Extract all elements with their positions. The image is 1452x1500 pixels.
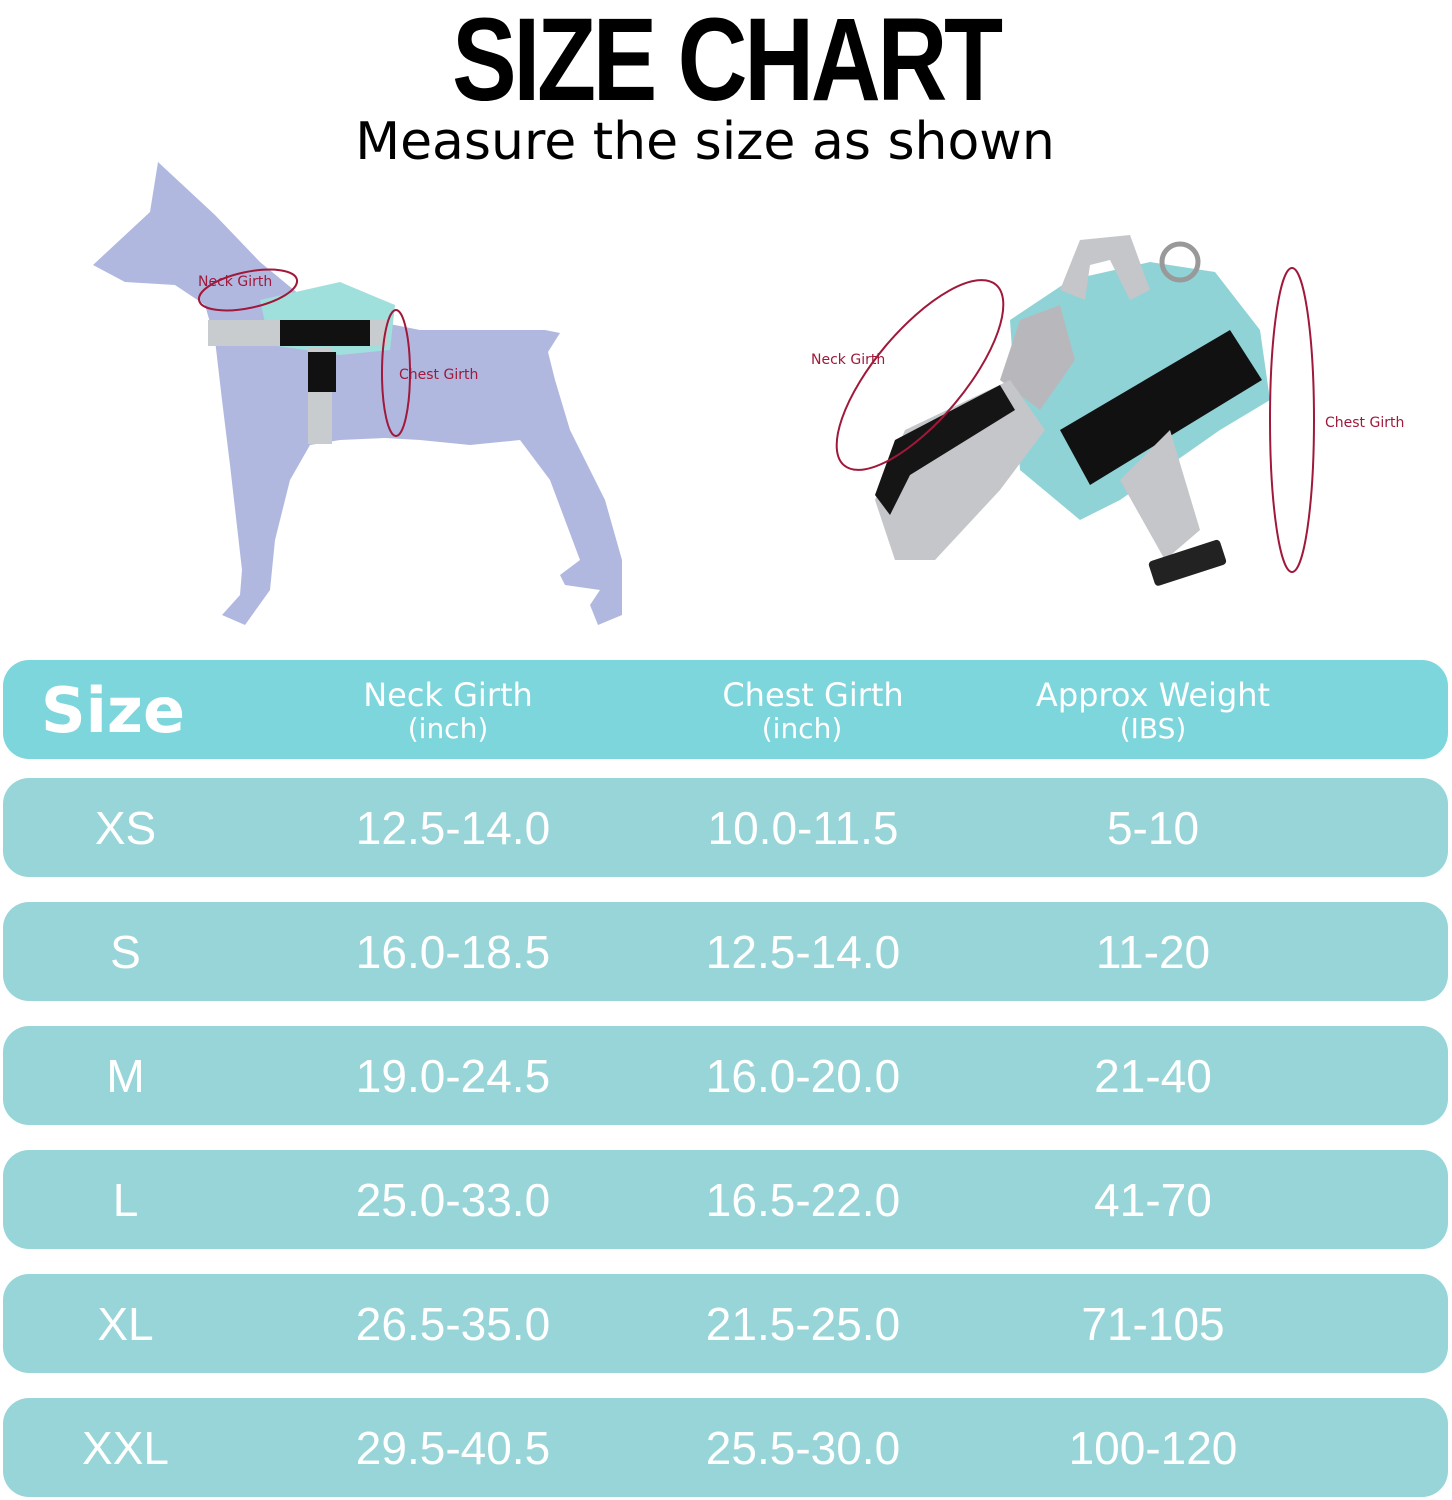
- harness-mesh: [1000, 305, 1075, 410]
- dog-measurement-diagram: Neck Girth Chest Girth: [93, 162, 622, 625]
- header-label: Approx Weight: [1035, 676, 1271, 714]
- cell-chest-girth: 21.5-25.0: [705, 1297, 901, 1350]
- cell-weight: 11-20: [1095, 925, 1211, 978]
- harness-neck-velcro: [875, 385, 1015, 515]
- cell-weight: 5-10: [1106, 801, 1200, 854]
- harness-belly-strap: [1120, 430, 1200, 560]
- cell-chest-girth: 16.5-22.0: [705, 1173, 901, 1226]
- cell-size: XXL: [82, 1421, 169, 1474]
- table-row: L 25.0-33.0 16.5-22.0 41-70: [3, 1150, 1448, 1249]
- harness-adjust-buckle: [1148, 539, 1227, 586]
- harness-velcro: [280, 320, 370, 346]
- harness-handle: [1060, 235, 1150, 300]
- table-row: XL 26.5-35.0 21.5-25.0 71-105: [3, 1274, 1448, 1373]
- cell-chest-girth: 12.5-14.0: [705, 925, 901, 978]
- chest-girth-line: [381, 309, 411, 437]
- header-unit: (IBS): [1119, 712, 1187, 745]
- cell-neck-girth: 19.0-24.5: [355, 1049, 551, 1102]
- header-chest-girth: Chest Girth (inch): [693, 678, 933, 746]
- cell-weight: 21-40: [1094, 1049, 1212, 1102]
- table-header: Size Neck Girth (inch) Chest Girth (inch…: [3, 660, 1448, 759]
- table-row: S 16.0-18.5 12.5-14.0 11-20: [3, 902, 1448, 1001]
- cell-weight: 71-105: [1081, 1297, 1225, 1350]
- cell-size: M: [106, 1049, 145, 1102]
- cell-chest-girth: 10.0-11.5: [707, 801, 899, 854]
- cell-size: L: [112, 1173, 139, 1226]
- page-title: SIZE CHART: [452, 0, 1003, 126]
- cell-neck-girth: 26.5-35.0: [355, 1297, 551, 1350]
- harness-d-ring: [1159, 241, 1201, 283]
- harness-neck-girth-label: Neck Girth: [811, 352, 885, 368]
- cell-weight: 100-120: [1068, 1421, 1238, 1474]
- harness-buckle: [308, 352, 336, 392]
- header-approx-weight: Approx Weight (IBS): [1013, 678, 1293, 746]
- table-row: XXL 29.5-40.5 25.5-30.0 100-120: [3, 1398, 1448, 1497]
- cell-chest-girth: 25.5-30.0: [705, 1421, 901, 1474]
- dog-neck-girth-label: Neck Girth: [198, 274, 272, 290]
- header-neck-girth: Neck Girth (inch): [333, 678, 563, 746]
- cell-neck-girth: 16.0-18.5: [355, 925, 551, 978]
- table-row: XS 12.5-14.0 10.0-11.5 5-10: [3, 778, 1448, 877]
- cell-size: XL: [97, 1297, 154, 1350]
- cell-size: XS: [94, 801, 157, 854]
- dog-chest-girth-label: Chest Girth: [399, 367, 478, 383]
- header-size: Size: [41, 674, 186, 747]
- harness-chest-girth-line: [1269, 267, 1315, 573]
- cell-neck-girth: 29.5-40.5: [355, 1421, 551, 1474]
- dog-silhouette: [93, 162, 622, 625]
- harness-measurement-diagram: Neck Girth Chest Girth: [811, 235, 1404, 586]
- cell-weight: 41-70: [1094, 1173, 1212, 1226]
- header-unit: (inch): [407, 712, 489, 745]
- table-row: M 19.0-24.5 16.0-20.0 21-40: [3, 1026, 1448, 1125]
- header-label: Neck Girth: [363, 676, 533, 714]
- cell-size: S: [110, 925, 141, 978]
- neck-girth-line: [197, 268, 299, 312]
- harness-chest-girth-label: Chest Girth: [1325, 415, 1404, 431]
- cell-chest-girth: 16.0-20.0: [705, 1049, 901, 1102]
- harness-neck-strap: [875, 380, 1045, 560]
- harness-back-velcro: [1060, 330, 1262, 485]
- harness-neck-girth-line: [835, 279, 1005, 471]
- cell-neck-girth: 12.5-14.0: [355, 801, 551, 854]
- header-label: Chest Girth: [722, 676, 904, 714]
- page-subtitle: Measure the size as shown: [355, 112, 1055, 172]
- cell-neck-girth: 25.0-33.0: [355, 1173, 551, 1226]
- header-unit: (inch): [761, 712, 843, 745]
